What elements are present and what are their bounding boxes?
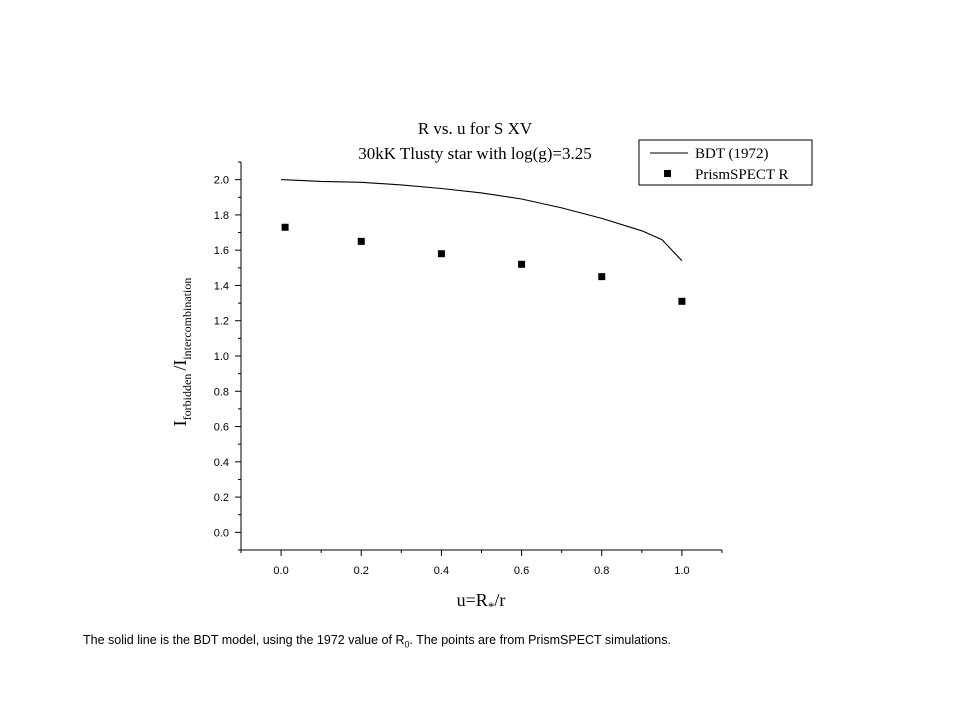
x-tick-label: 0.0 [273, 565, 288, 577]
x-tick-label: 0.6 [514, 565, 529, 577]
y-tick-label: 0.0 [214, 527, 229, 539]
y-tick-label: 1.0 [214, 351, 229, 363]
y-tick-label: 0.4 [214, 457, 229, 469]
x-axis-ticks: 0.0 0.2 0.4 0.6 0.8 1.0 [240, 550, 723, 577]
x-tick-label: 0.8 [594, 565, 609, 577]
caption-text-end: . The points are from PrismSPECT simulat… [409, 633, 671, 647]
y-axis-label-main1: I [170, 420, 190, 426]
data-point-prismspect [598, 273, 606, 281]
x-tick-label: 0.4 [434, 565, 449, 577]
y-axis-label: Iforbidden/Iintercombination [170, 278, 194, 427]
legend-marker-swatch [664, 170, 671, 177]
y-tick-label: 1.6 [214, 245, 229, 257]
legend-label-bdt: BDT (1972) [695, 146, 768, 162]
data-point-prismspect [357, 237, 365, 245]
y-axis-label-main2: I [170, 360, 190, 366]
caption-subscript: 0 [404, 639, 410, 650]
caption-text: The solid line is the BDT model, using t… [83, 633, 405, 647]
y-tick-label: 0.6 [214, 422, 229, 434]
chart-subtitle: 30kK Tlusty star with log(g)=3.25 [358, 144, 592, 163]
series-line-bdt [281, 179, 683, 262]
y-axis-label-slash: / [170, 366, 190, 371]
x-tick-label: 0.2 [354, 565, 369, 577]
y-axis-label-sub1: forbidden [180, 374, 194, 421]
chart-axes [240, 162, 722, 551]
data-point-prismspect [678, 297, 686, 305]
x-axis-label-main: u=R [457, 590, 488, 610]
x-axis-label-tail: /r [494, 590, 505, 610]
chart-title: R vs. u for S XV [418, 119, 533, 138]
y-tick-label: 1.8 [214, 210, 229, 222]
legend-box [638, 139, 813, 186]
y-tick-label: 1.4 [214, 280, 229, 292]
x-axis-label: u=R*/r [457, 590, 506, 614]
y-tick-label: 0.2 [214, 492, 229, 504]
x-axis-label-sub: * [488, 599, 495, 614]
y-tick-label: 2.0 [214, 175, 229, 187]
data-point-prismspect [518, 260, 526, 268]
y-tick-label: 1.2 [214, 316, 229, 328]
y-axis-label-sub2: intercombination [180, 278, 194, 360]
y-axis-ticks: 0.0 0.2 0.4 0.6 0.8 1.0 1.2 1.4 1.6 1.8 2.0 [214, 161, 241, 551]
data-point-prismspect [437, 250, 445, 258]
x-tick-label: 1.0 [674, 565, 689, 577]
legend-label-prismspect: PrismSPECT R [695, 167, 789, 183]
legend: BDT (1972) PrismSPECT R [638, 139, 813, 186]
figure-caption: The solid line is the BDT model, using t… [83, 633, 943, 650]
data-point-prismspect [281, 223, 289, 231]
plot-area [281, 179, 686, 305]
y-tick-label: 0.8 [214, 386, 229, 398]
